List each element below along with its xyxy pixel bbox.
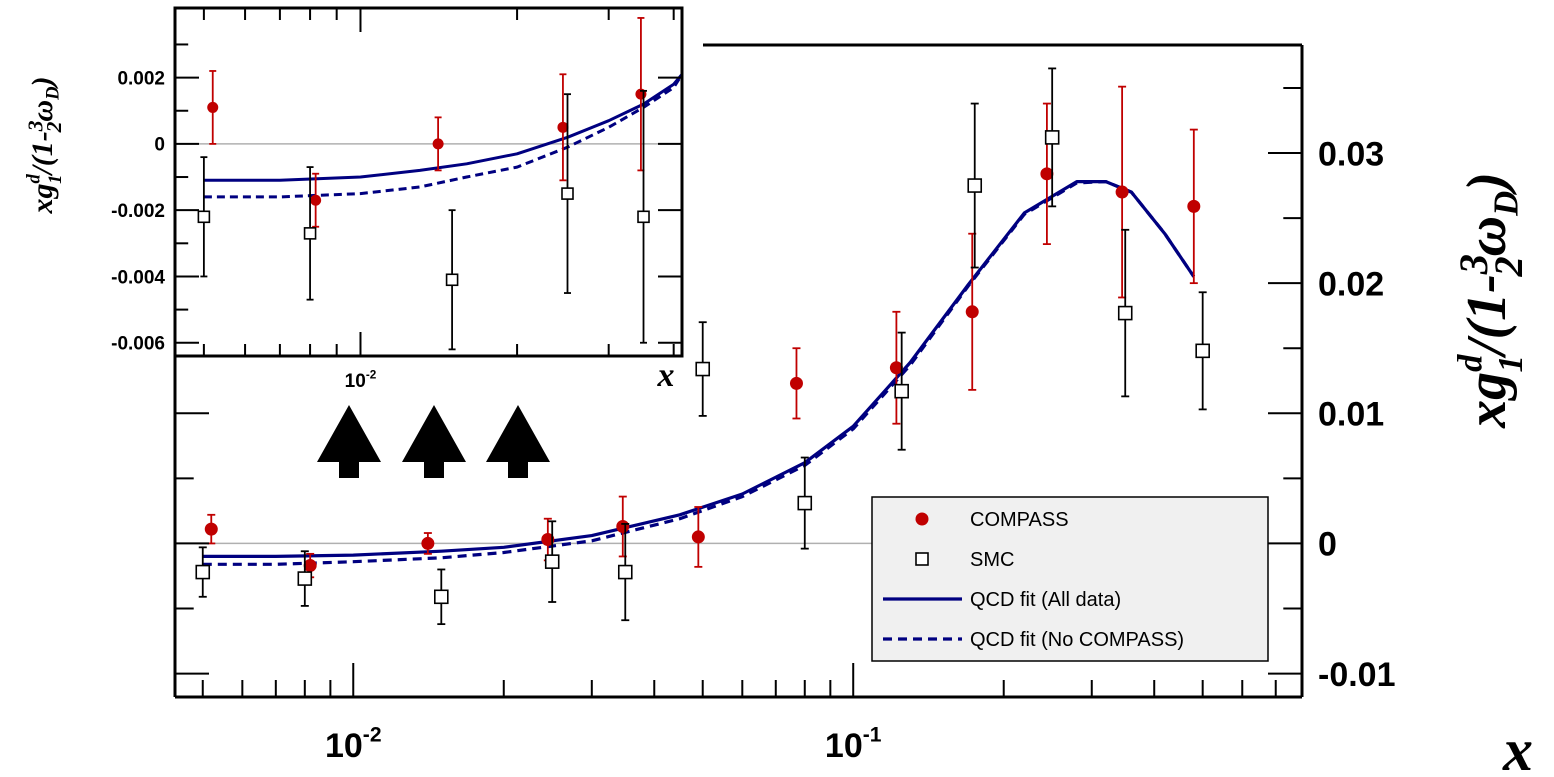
main-compass-point bbox=[965, 305, 979, 319]
main-compass-point bbox=[616, 520, 630, 534]
main-series-line-fit-all-data bbox=[202, 180, 1196, 559]
main-smc-point bbox=[1044, 130, 1060, 145]
main-smc-point bbox=[695, 361, 711, 377]
inset-series-line-fit-all-data bbox=[203, 73, 682, 182]
inset-smc-point bbox=[197, 210, 211, 224]
inset-data-layer bbox=[197, 17, 682, 351]
main-smc-point bbox=[617, 564, 633, 580]
main-compass-point bbox=[789, 376, 803, 390]
inset-plot-area bbox=[175, 8, 682, 356]
inset-y-tick-label: -0.004 bbox=[111, 267, 165, 288]
main-y-tick-label: 0.02 bbox=[1318, 265, 1384, 303]
inset-y-axis-title-omega-sub: D bbox=[43, 86, 64, 100]
inset-compass-point bbox=[432, 138, 444, 150]
legend-entry-label: SMC bbox=[970, 549, 1014, 571]
inset-y-axis-title-sub: 1 bbox=[45, 175, 66, 184]
inset-y-axis-title-main: xg bbox=[26, 184, 59, 215]
up-arrow-icon bbox=[486, 405, 550, 478]
main-compass-point bbox=[303, 559, 317, 573]
main-x-tick-label-base: 10 bbox=[325, 727, 363, 765]
inset-smc-point bbox=[637, 210, 650, 224]
main-compass-point bbox=[1115, 185, 1129, 199]
main-compass-point bbox=[204, 522, 218, 536]
up-arrow-icon bbox=[317, 405, 381, 478]
main-smc-point bbox=[544, 554, 560, 569]
main-x-tick-label: 10-1 bbox=[825, 724, 882, 765]
inset-x-axis-title: x bbox=[657, 357, 675, 394]
main-smc-point bbox=[894, 383, 909, 399]
main-y-tick-label: 0.03 bbox=[1318, 135, 1384, 173]
annotation-arrows bbox=[317, 405, 550, 478]
main-smc-point bbox=[1195, 343, 1210, 359]
legend-compass-marker bbox=[915, 512, 929, 526]
inset-y-axis-title-text: xgd1/(1-32ωD) bbox=[23, 76, 66, 214]
main-smc-point bbox=[433, 589, 449, 605]
main-y-axis-title-sub: 1 bbox=[1491, 355, 1530, 372]
main-x-tick-label: 10-2 bbox=[325, 724, 382, 765]
inset-frame bbox=[173, 6, 684, 358]
main-compass-point bbox=[1040, 167, 1054, 181]
main-y-axis-title: xgd1/(1-32ωD) bbox=[1450, 172, 1530, 429]
main-y-axis-title-frac-den: 2 bbox=[1486, 256, 1531, 277]
legend-box bbox=[871, 496, 1269, 662]
main-series-line-fit-no-compass bbox=[202, 180, 1196, 566]
inset-x-tick-label: 10-2 bbox=[345, 368, 377, 392]
inset-x-tick-label-exp: -2 bbox=[366, 368, 377, 381]
inset-y-axis-title-sup: d bbox=[23, 174, 44, 184]
inset-y-tick-label: -0.002 bbox=[111, 201, 165, 222]
main-smc-point bbox=[1117, 305, 1133, 321]
inset-smc-point bbox=[445, 273, 459, 287]
main-compass-point bbox=[1187, 199, 1201, 213]
main-smc-point bbox=[195, 564, 211, 580]
inset-compass-point bbox=[310, 194, 322, 206]
inset-y-axis-title-frac-num: 3 bbox=[23, 120, 47, 132]
main-data-layer bbox=[195, 67, 1210, 626]
inset-y-axis-title-rest: /(1- bbox=[26, 131, 59, 176]
main-compass-point bbox=[541, 533, 555, 547]
main-smc-point bbox=[797, 495, 813, 511]
legend: COMPASS SMC QCD fit (All data) QCD fit (No … bbox=[871, 496, 1269, 662]
main-y-axis-title-text: xgd1/(1-32ωD) bbox=[1450, 172, 1530, 429]
inset-y-tick-label: -0.006 bbox=[111, 334, 165, 355]
main-smc-point bbox=[297, 571, 313, 586]
main-compass-point bbox=[889, 361, 903, 375]
inset-y-axis-title: xgd1/(1-32ωD) bbox=[23, 76, 66, 214]
main-y-axis-title-main: xg bbox=[1456, 372, 1518, 429]
inset-plot-panel: 10-2 -0.006 -0.004 -0.002 0 0.002 x xgd1/(1-32ω… bbox=[23, 6, 684, 394]
main-x-axis-title: x bbox=[1502, 717, 1533, 777]
main-y-tick-label: -0.01 bbox=[1318, 656, 1396, 694]
main-smc-point bbox=[967, 178, 983, 193]
legend-entry-label: QCD fit (All data) bbox=[970, 589, 1121, 611]
inset-y-tick-label: 0 bbox=[154, 135, 165, 156]
main-y-axis-title-sup: d bbox=[1450, 354, 1489, 372]
inset-y-axis-title-omega: ω bbox=[26, 100, 59, 122]
main-y-axis-title-omega: ω bbox=[1456, 216, 1518, 257]
main-y-axis-title-omega-sub: D bbox=[1486, 191, 1525, 217]
inset-smc-point bbox=[561, 187, 574, 200]
inset-series-line-fit-no-compass bbox=[203, 73, 682, 199]
inset-x-tick-label-base: 10 bbox=[345, 371, 366, 392]
up-arrow-icon bbox=[402, 405, 466, 478]
main-x-tick-label-base: 10 bbox=[825, 727, 863, 765]
inset-y-tick-label: 0.002 bbox=[117, 68, 165, 89]
main-compass-point bbox=[691, 530, 705, 544]
inset-y-axis-title-close: ) bbox=[26, 76, 59, 89]
main-y-axis-title-close: ) bbox=[1456, 172, 1518, 196]
inset-smc-point bbox=[303, 227, 317, 240]
main-x-tick-label-exp: -1 bbox=[863, 724, 882, 747]
legend-smc-marker bbox=[915, 552, 929, 566]
inset-y-axis-title-frac-den: 2 bbox=[42, 121, 66, 133]
inset-compass-point bbox=[557, 121, 569, 133]
main-compass-point bbox=[421, 536, 435, 550]
main-y-axis-title-rest: /(1- bbox=[1456, 274, 1518, 359]
legend-entry-label: QCD fit (No COMPASS) bbox=[970, 629, 1184, 651]
main-y-tick-label: 0.01 bbox=[1318, 396, 1384, 434]
main-y-tick-label: 0 bbox=[1318, 526, 1337, 564]
main-y-axis-title-frac-num: 3 bbox=[1451, 254, 1496, 275]
legend-entry-label: COMPASS bbox=[970, 509, 1069, 531]
main-x-tick-label-exp: -2 bbox=[363, 724, 382, 747]
inset-compass-point bbox=[207, 101, 219, 113]
